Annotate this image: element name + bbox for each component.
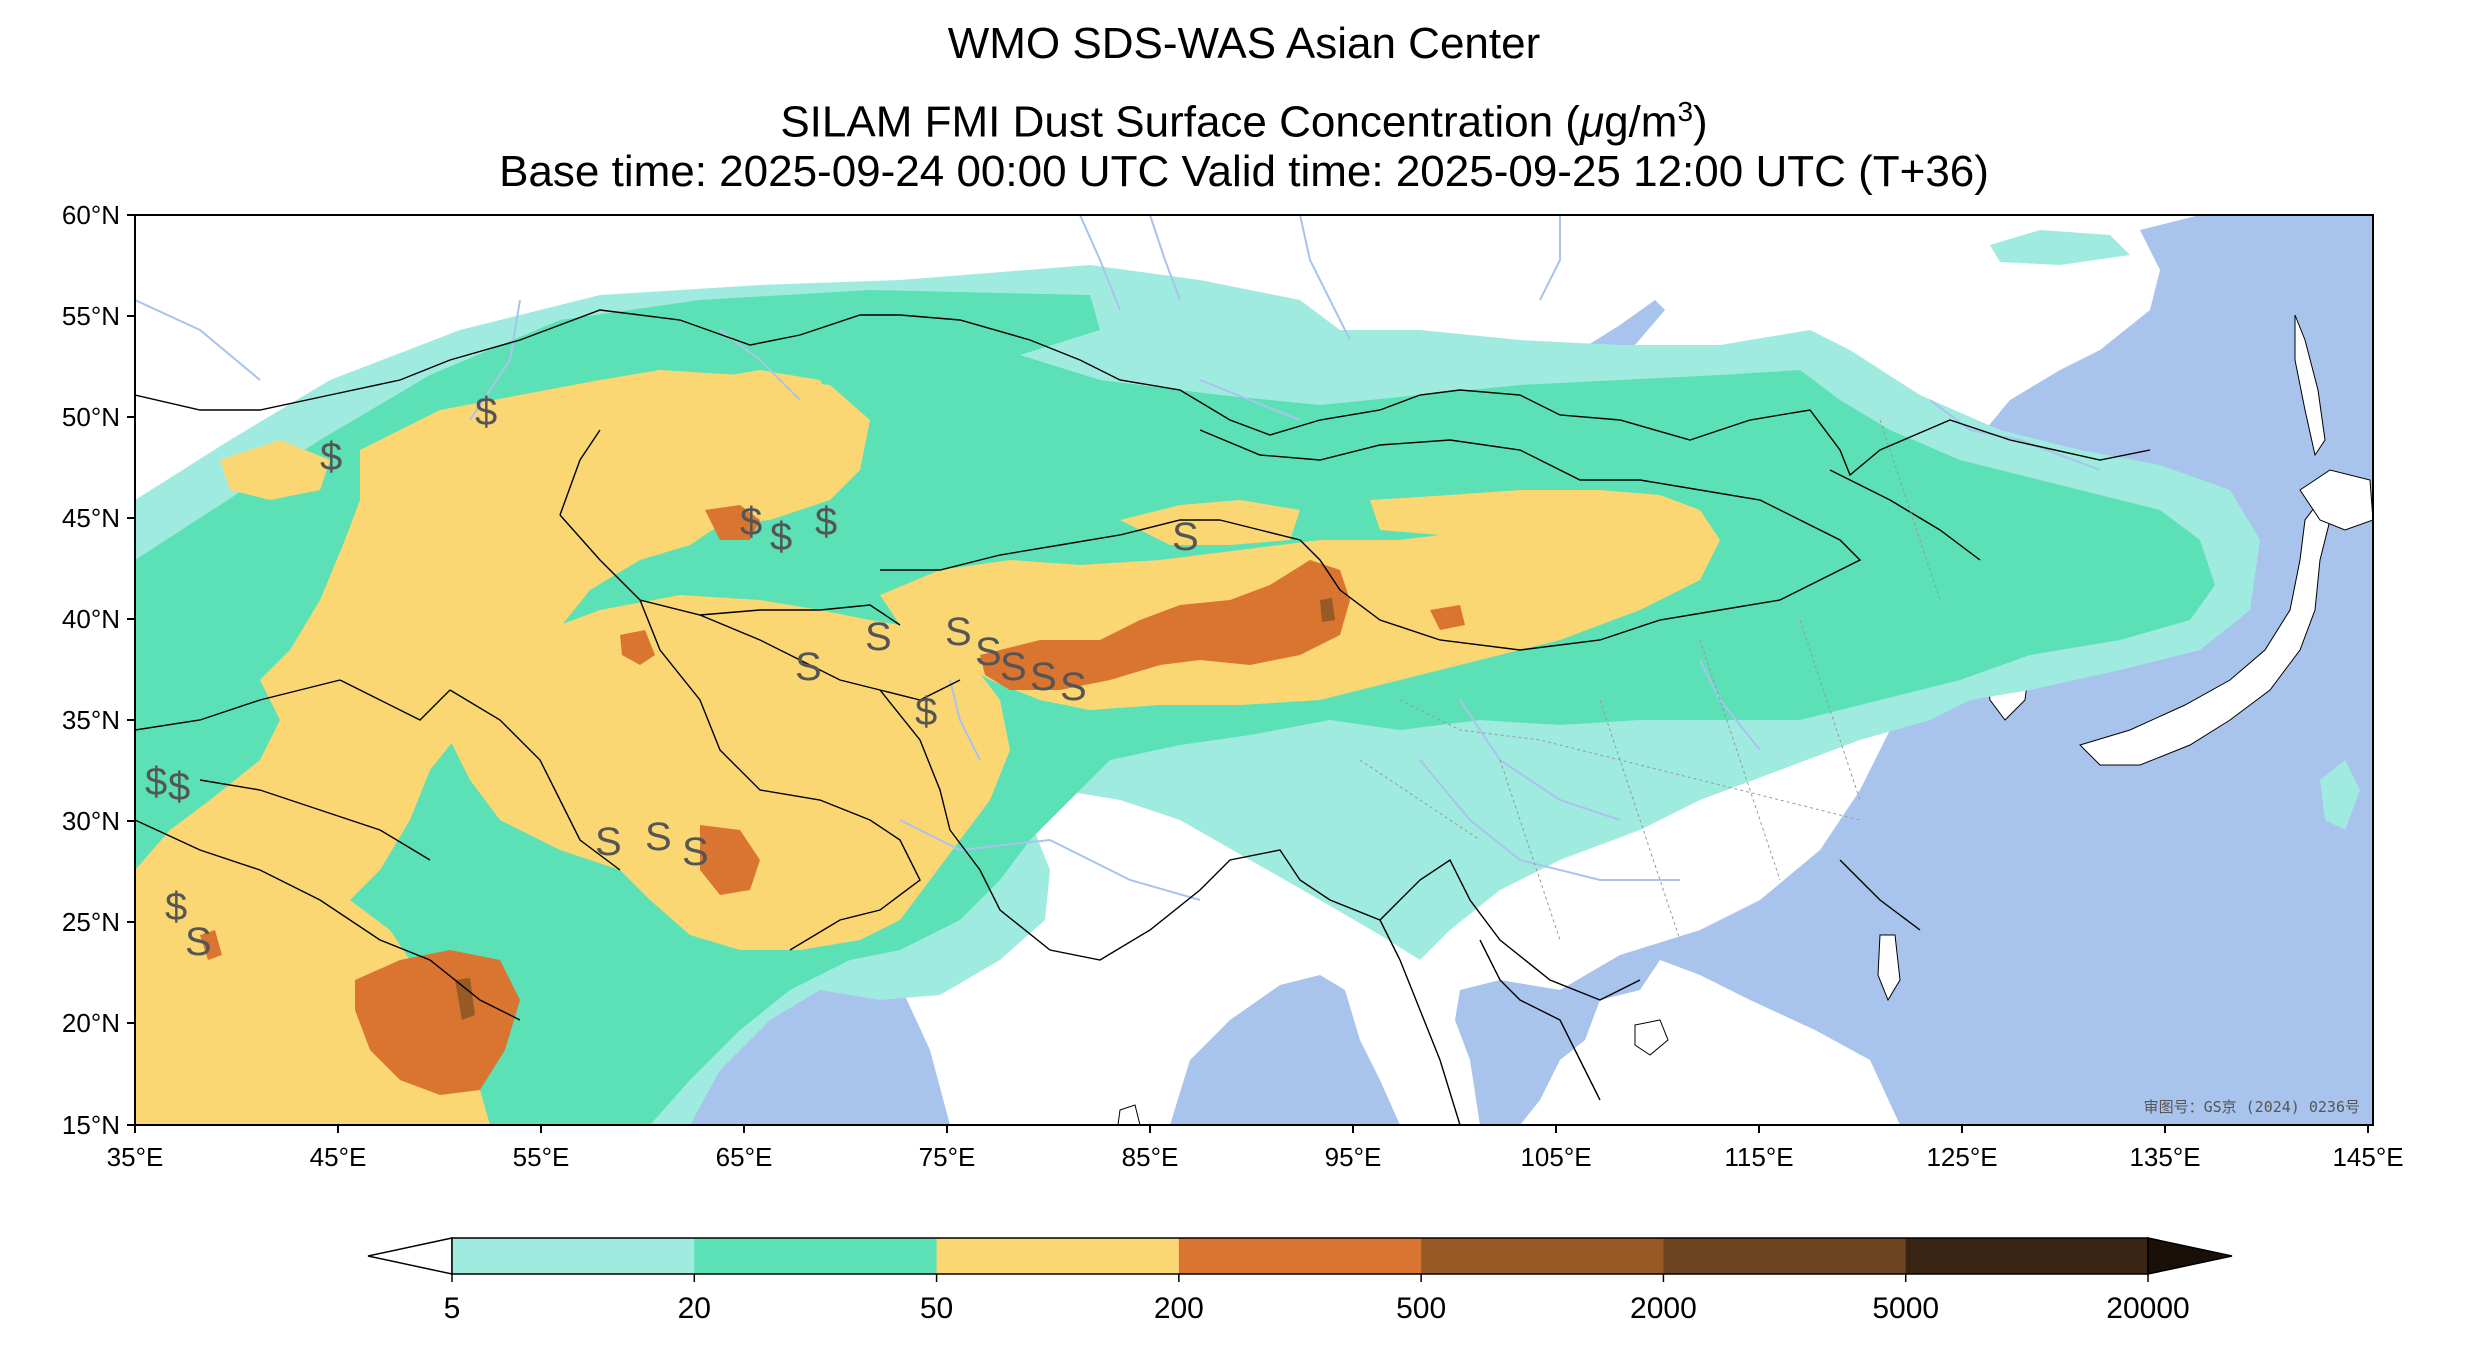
map-subtitle: SILAM FMI Dust Surface Concentration (μg… <box>780 96 1708 147</box>
station-dollar: $ <box>475 390 497 434</box>
map-frame <box>134 214 2374 1126</box>
station-dollar: $ <box>165 885 187 929</box>
colorbar-segment <box>1663 1238 1907 1274</box>
river-layer <box>135 215 2101 901</box>
station-dollar: $ <box>915 690 937 734</box>
band-200-500 <box>200 505 1465 1095</box>
station-dollar: $ <box>320 435 342 479</box>
station-s: S <box>645 815 672 859</box>
sri-lanka <box>1117 1104 1141 1125</box>
colorbar-tick-label: 5000 <box>1872 1292 1939 1325</box>
lon-tick-label: 65°E <box>716 1142 773 1172</box>
map-time-info: Base time: 2025-09-24 00:00 UTC Valid ti… <box>499 147 1989 196</box>
colorbar-segment <box>1905 1238 2149 1274</box>
lon-tick-label: 145°E <box>2332 1142 2403 1172</box>
station-dollar: $ <box>740 500 762 544</box>
colorbar-segment <box>694 1238 938 1274</box>
lat-tick-label: 20°N <box>62 1008 120 1038</box>
colorbar-segment <box>1421 1238 1664 1274</box>
station-s: S <box>1060 665 1087 709</box>
colorbar-tick-label: 200 <box>1154 1292 1204 1325</box>
longitude-axis: 35°E 45°E 55°E 65°E 75°E 85°E 95°E 105°E… <box>107 1125 2404 1172</box>
station-s: S <box>865 615 892 659</box>
lat-tick-label: 15°N <box>62 1110 120 1140</box>
colorbar-under-arrow <box>367 1237 453 1275</box>
sea-of-okhotsk <box>2215 215 2373 490</box>
colorbar-segment <box>452 1238 695 1274</box>
station-symbols: $ $ $ $ $ $ $ $ $ S S S S S S S S S S S … <box>145 390 1199 964</box>
station-s: S <box>1172 515 1199 559</box>
station-dollar: $ <box>815 500 837 544</box>
map-panel: $ $ $ $ $ $ $ $ $ S S S S S S S S S S S … <box>135 215 2373 1125</box>
lon-tick-label: 85°E <box>1122 1142 1179 1172</box>
band-500-2000 <box>455 598 1335 1020</box>
colorbar-tick-label: 20 <box>678 1292 711 1325</box>
station-dollar: $ <box>168 765 190 809</box>
latitude-axis: 60°N 55°N 50°N 45°N 40°N 35°N 30°N 25°N … <box>62 200 135 1140</box>
station-s: S <box>795 645 822 689</box>
station-s: S <box>1030 655 1057 699</box>
colorbar: 5 20 50 200 500 2000 5000 20000 <box>367 1237 2233 1325</box>
lon-tick-label: 105°E <box>1520 1142 1591 1172</box>
colorbar-tick-label: 5 <box>444 1292 461 1325</box>
bay-of-bengal <box>1170 975 1400 1125</box>
station-s: S <box>682 830 709 874</box>
lat-tick-label: 30°N <box>62 806 120 836</box>
colorbar-over-arrow <box>2147 1237 2233 1275</box>
station-s: S <box>1000 645 1027 689</box>
colorbar-segments <box>452 1238 2149 1274</box>
colorbar-labels: 5 20 50 200 500 2000 5000 20000 <box>444 1274 2190 1325</box>
dust-concentration-layer <box>135 230 2360 1125</box>
colorbar-segment <box>1178 1238 1422 1274</box>
sakhalin <box>2294 314 2326 457</box>
taiwan <box>1877 934 1901 1002</box>
lon-tick-label: 135°E <box>2129 1142 2200 1172</box>
lat-tick-label: 50°N <box>62 402 120 432</box>
approval-number: 审图号：GS京 (2024) 0236号 <box>2144 1098 2360 1116</box>
arabian-sea <box>640 960 950 1125</box>
colorbar-frame <box>451 1237 2149 1275</box>
lat-tick-label: 55°N <box>62 301 120 331</box>
hainan <box>1634 1019 1669 1056</box>
station-dollar: $ <box>770 515 792 559</box>
lon-tick-label: 35°E <box>107 1142 164 1172</box>
lat-tick-label: 60°N <box>62 200 120 230</box>
station-s: S <box>595 820 622 864</box>
province-borders <box>1359 419 1941 941</box>
hokkaido <box>2299 469 2373 531</box>
colorbar-tick-label: 500 <box>1396 1292 1446 1325</box>
lat-tick-label: 45°N <box>62 503 120 533</box>
lon-tick-label: 115°E <box>1724 1142 1793 1172</box>
lon-tick-label: 55°E <box>513 1142 570 1172</box>
lon-tick-label: 75°E <box>919 1142 976 1172</box>
lat-tick-label: 40°N <box>62 604 120 634</box>
colorbar-segment <box>936 1238 1180 1274</box>
station-dollar: $ <box>145 760 167 804</box>
country-borders <box>135 309 2151 1125</box>
colorbar-tick-label: 50 <box>920 1292 953 1325</box>
lat-tick-label: 35°N <box>62 705 120 735</box>
lon-tick-label: 45°E <box>310 1142 367 1172</box>
lat-tick-label: 25°N <box>62 907 120 937</box>
colorbar-tick-label: 20000 <box>2106 1292 2189 1325</box>
map-title: WMO SDS-WAS Asian Center <box>947 19 1541 68</box>
lon-tick-label: 95°E <box>1325 1142 1382 1172</box>
station-s: S <box>185 920 212 964</box>
colorbar-tick-label: 2000 <box>1630 1292 1697 1325</box>
lon-tick-label: 125°E <box>1926 1142 1997 1172</box>
station-s: S <box>945 610 972 654</box>
station-s: S <box>975 630 1002 674</box>
